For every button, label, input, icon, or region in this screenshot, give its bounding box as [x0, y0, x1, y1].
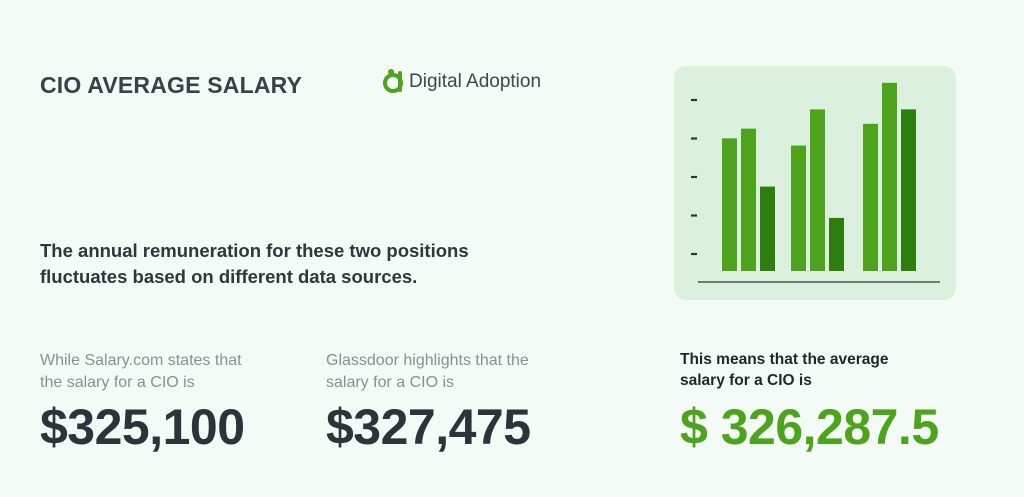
stat-description: Glassdoor highlights that the salary for…	[326, 350, 606, 394]
bar	[791, 145, 806, 271]
stat-description-line-1: While Salary.com states that	[40, 352, 242, 369]
bar	[901, 109, 916, 271]
bar-chart-card	[674, 66, 956, 300]
stat-description: While Salary.com states that the salary …	[40, 350, 310, 394]
glassdoor-stat: Glassdoor highlights that the salary for…	[326, 350, 606, 456]
average-stat-value: $ 326,287.5	[680, 399, 939, 455]
stat-description-line-1: Glassdoor highlights that the	[326, 352, 529, 369]
salary-com-stat: While Salary.com states that the salary …	[40, 350, 310, 456]
bar	[741, 128, 756, 271]
stat-description: This means that the average salary for a…	[680, 350, 980, 394]
digital-adoption-logo-icon	[383, 69, 403, 93]
bar	[882, 82, 897, 271]
intro-text: The annual remuneration for these two po…	[40, 238, 560, 290]
stat-description-line-2: salary for a CIO is	[326, 373, 455, 391]
intro-line-1: The annual remuneration for these two po…	[40, 240, 469, 261]
bar	[810, 109, 825, 271]
brand: Digital Adoption	[383, 68, 541, 96]
page-title: CIO AVERAGE SALARY	[40, 72, 303, 98]
average-stat: This means that the average salary for a…	[680, 350, 980, 456]
stat-description-line-2: salary for a CIO is	[680, 371, 812, 389]
bar	[722, 138, 737, 271]
bar-chart	[691, 82, 940, 283]
stat-description-line-2: the salary for a CIO is	[40, 373, 195, 391]
stat-description-line-1: This means that the average	[680, 351, 889, 368]
brand-name: Digital Adoption	[409, 71, 542, 92]
intro-line-2: fluctuates based on different data sourc…	[40, 265, 418, 287]
bar	[863, 123, 878, 272]
bar	[829, 217, 844, 271]
stat-value: $327,475	[326, 399, 531, 455]
stat-value: $325,100	[40, 399, 245, 455]
bar	[760, 186, 775, 271]
